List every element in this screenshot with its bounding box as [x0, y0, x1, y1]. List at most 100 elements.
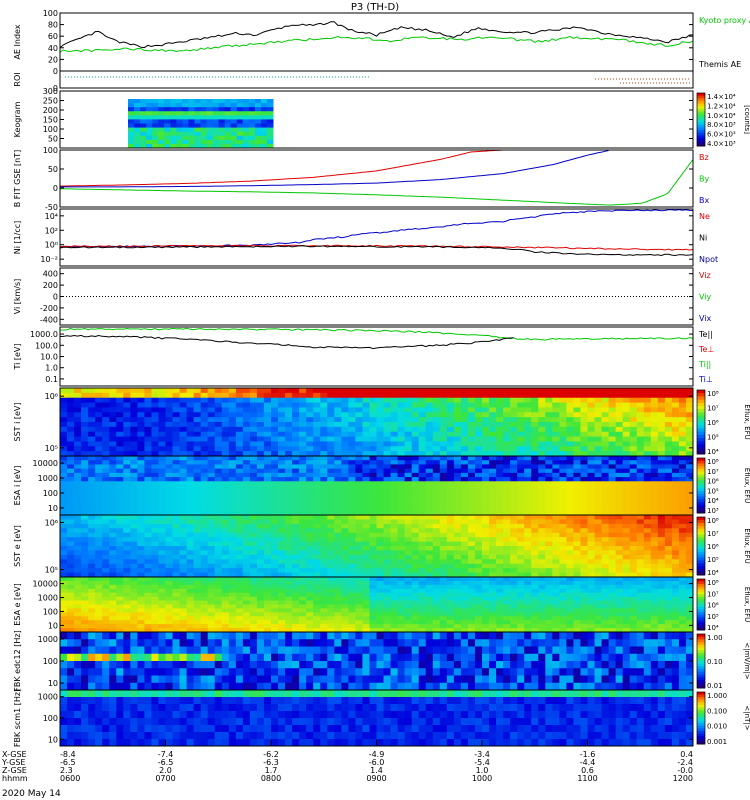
heatmap-cell	[74, 460, 82, 465]
heatmap-cell	[158, 412, 166, 418]
heatmap-cell	[453, 412, 462, 418]
heatmap-cell	[446, 515, 455, 520]
heatmap-cell	[292, 596, 300, 601]
heatmap-cell	[636, 498, 645, 503]
heatmap-cell	[214, 568, 223, 573]
heatmap-cell	[320, 422, 328, 428]
legend-entry: Bz	[699, 153, 709, 162]
heatmap-cell	[510, 392, 518, 399]
heatmap-cell	[193, 464, 202, 470]
heatmap-cell	[221, 506, 230, 512]
keogram-cell	[176, 127, 183, 133]
colorbar-segment	[697, 390, 705, 394]
heatmap-cell	[636, 554, 645, 560]
heatmap-cell	[313, 572, 321, 578]
heatmap-cell	[622, 554, 631, 560]
heatmap-cell	[467, 572, 476, 578]
heatmap-cell	[200, 550, 209, 556]
heatmap-cell	[137, 498, 145, 503]
heatmap-cell	[278, 523, 286, 529]
y-axis-label: Keogram	[13, 101, 22, 137]
heatmap-cell	[671, 506, 680, 512]
heatmap-cell	[109, 451, 117, 457]
heatmap-cell	[214, 596, 223, 601]
heatmap-cell	[524, 402, 532, 408]
heatmap-cell	[629, 451, 638, 457]
heatmap-cell	[334, 485, 342, 491]
heatmap-cell	[390, 519, 398, 525]
legend-entry: Bx	[699, 196, 709, 205]
heatmap-cell	[496, 397, 504, 403]
heatmap-cell	[88, 456, 96, 461]
heatmap-cell	[74, 397, 82, 403]
heatmap-cell	[524, 422, 532, 428]
heatmap-cell	[102, 528, 110, 534]
heatmap-cell	[165, 572, 173, 578]
heatmap-cell	[88, 596, 96, 601]
heatmap-cell	[362, 628, 370, 633]
heatmap-cell	[123, 580, 131, 586]
heatmap-cell	[411, 493, 420, 499]
heatmap-cell	[320, 441, 328, 447]
heatmap-cell	[531, 572, 539, 578]
heatmap-cell	[362, 472, 370, 478]
heatmap-cell	[404, 431, 413, 437]
heatmap-cell	[636, 417, 645, 423]
heatmap-cell	[573, 402, 581, 408]
heatmap-cell	[60, 397, 68, 403]
heatmap-cell	[685, 489, 694, 495]
heatmap-cell	[249, 596, 258, 601]
heatmap-cell	[510, 506, 518, 512]
keogram-cell	[170, 127, 177, 133]
heatmap-cell	[109, 426, 117, 433]
heatmap-cell	[235, 481, 244, 486]
heatmap-cell	[235, 592, 244, 598]
heatmap-cell	[545, 489, 553, 495]
heatmap-cell	[214, 477, 223, 482]
heatmap-cell	[369, 620, 377, 625]
heatmap-cell	[538, 498, 546, 503]
heatmap-cell	[88, 624, 96, 629]
heatmap-cell	[278, 388, 286, 394]
heatmap-cell	[510, 460, 518, 465]
heatmap-cell	[299, 528, 307, 534]
colorbar-segment	[697, 93, 705, 97]
heatmap-cell	[67, 628, 75, 633]
heatmap-cell	[158, 485, 166, 491]
heatmap-cell	[594, 523, 602, 529]
heatmap-cell	[249, 608, 258, 613]
heatmap-cell	[172, 620, 180, 625]
heatmap-cell	[671, 493, 680, 499]
heatmap-cell	[151, 417, 159, 423]
heatmap-cell	[88, 464, 96, 470]
heatmap-cell	[538, 477, 546, 482]
heatmap-cell	[186, 523, 195, 529]
heatmap-cell	[348, 502, 356, 507]
heatmap-cell	[158, 519, 166, 525]
heatmap-cell	[587, 468, 595, 474]
heatmap-cell	[566, 436, 574, 442]
heatmap-cell	[228, 592, 237, 598]
keogram-cell	[152, 127, 159, 133]
heatmap-cell	[489, 431, 497, 437]
heatmap-cell	[109, 584, 117, 590]
heatmap-cell	[327, 397, 335, 403]
heatmap-cell	[334, 431, 342, 437]
heatmap-cell	[81, 472, 89, 478]
heatmap-cell	[228, 502, 237, 507]
heatmap-cell	[278, 563, 286, 569]
heatmap-cell	[418, 388, 427, 394]
heatmap-cell	[327, 477, 335, 482]
heatmap-cell	[95, 407, 103, 413]
y-tick-label: 1000	[38, 474, 58, 483]
heatmap-cell	[474, 412, 483, 418]
heatmap-cell	[74, 481, 82, 486]
heatmap-cell	[249, 392, 258, 399]
heatmap-cell	[263, 515, 272, 520]
heatmap-cell	[510, 572, 518, 578]
heatmap-cell	[608, 417, 617, 423]
heatmap-cell	[678, 493, 687, 499]
heatmap-cell	[355, 546, 363, 551]
heatmap-cell	[81, 506, 89, 512]
heatmap-cell	[60, 456, 68, 461]
